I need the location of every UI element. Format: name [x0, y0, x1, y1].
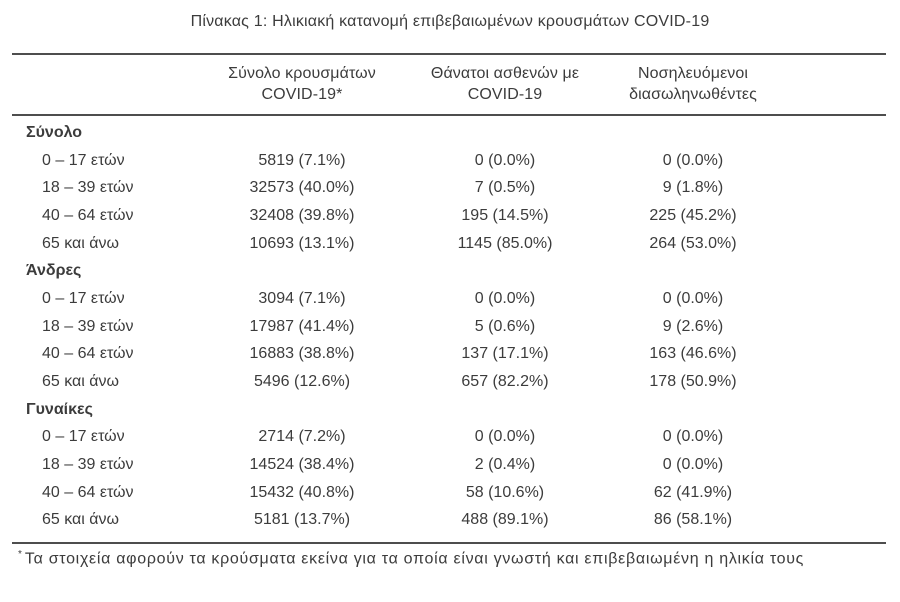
header-deaths-line1: Θάνατοι ασθενών με: [430, 65, 580, 82]
intubated-value: 0 (0.0%): [662, 289, 724, 307]
table-row: 0 – 17 ετών 3094 (7.1%) 0 (0.0%) 0 (0.0%…: [12, 285, 886, 313]
deaths-value: 0 (0.0%): [474, 428, 536, 446]
cases-value: 32408 (39.8%): [249, 206, 355, 224]
table-footnote: * Τα στοιχεία αφορούν τα κρούσματα εκείνα…: [12, 544, 886, 568]
cases-value: 3094 (7.1%): [258, 289, 346, 307]
deaths-value: 7 (0.5%): [474, 179, 536, 197]
header-bottom-rule: [12, 114, 886, 116]
header-total-cases-line1: Σύνολο κρουσμάτων: [228, 65, 376, 82]
deaths-value: 195 (14.5%): [461, 206, 549, 224]
age-group-label: 65 και άνω: [42, 511, 120, 529]
deaths-value: 58 (10.6%): [465, 483, 545, 501]
age-group-label: 0 – 17 ετών: [42, 428, 125, 446]
table-row: 18 – 39 ετών 17987 (41.4%) 5 (0.6%) 9 (2…: [12, 313, 886, 341]
table-body: Σύνολο 0 – 17 ετών 5819 (7.1%) 0 (0.0%) …: [12, 116, 886, 537]
deaths-value: 2 (0.4%): [474, 456, 536, 474]
cases-value: 5181 (13.7%): [253, 511, 351, 529]
intubated-value: 178 (50.9%): [649, 373, 737, 391]
deaths-value: 0 (0.0%): [474, 289, 536, 307]
cases-value: 5819 (7.1%): [258, 151, 346, 169]
cases-value: 17987 (41.4%): [249, 317, 355, 335]
footnote-text: Τα στοιχεία αφορούν τα κρούσματα εκείνα …: [24, 550, 805, 568]
age-group-label: 40 – 64 ετών: [42, 206, 134, 224]
table-row: 0 – 17 ετών 2714 (7.2%) 0 (0.0%) 0 (0.0%…: [12, 424, 886, 452]
intubated-value: 0 (0.0%): [662, 151, 724, 169]
intubated-value: 264 (53.0%): [649, 234, 737, 252]
table-bottom-rule: [12, 542, 886, 545]
cases-value: 16883 (38.8%): [249, 345, 355, 363]
header-intubated-line2: διασωληνωθέντες: [629, 86, 757, 103]
table-row: 40 – 64 ετών 32408 (39.8%) 195 (14.5%) 2…: [12, 202, 886, 230]
section-row-total: Σύνολο: [12, 119, 886, 147]
table-row: 40 – 64 ετών 15432 (40.8%) 58 (10.6%) 62…: [12, 479, 886, 507]
section-row-men: Άνδρες: [12, 257, 886, 285]
table-row: 40 – 64 ετών 16883 (38.8%) 137 (17.1%) 1…: [12, 341, 886, 369]
footnote-section: * Τα στοιχεία αφορούν τα κρούσματα εκείνα…: [12, 542, 886, 568]
age-group-label: 18 – 39 ετών: [42, 179, 134, 197]
header-total-cases-line2: COVID-19*: [261, 86, 343, 103]
section-label: Άνδρες: [26, 262, 82, 280]
age-group-label: 0 – 17 ετών: [42, 151, 125, 169]
deaths-value: 5 (0.6%): [474, 317, 536, 335]
footnote-asterisk: *: [18, 549, 22, 561]
deaths-value: 1145 (85.0%): [457, 234, 553, 252]
age-group-label: 18 – 39 ετών: [42, 456, 134, 474]
age-group-label: 40 – 64 ετών: [42, 483, 134, 501]
age-group-label: 0 – 17 ετών: [42, 289, 125, 307]
deaths-value: 657 (82.2%): [461, 373, 549, 391]
deaths-value: 137 (17.1%): [461, 345, 549, 363]
cases-value: 10693 (13.1%): [249, 234, 355, 252]
cases-value: 15432 (40.8%): [249, 483, 355, 501]
intubated-value: 0 (0.0%): [662, 428, 724, 446]
table-top-rule: [12, 53, 886, 55]
section-label: Σύνολο: [26, 123, 83, 141]
header-total-cases: Σύνολο κρουσμάτων COVID-19*: [212, 63, 392, 105]
age-group-label: 65 και άνω: [42, 373, 120, 391]
cases-value: 32573 (40.0%): [249, 179, 355, 197]
intubated-value: 0 (0.0%): [662, 456, 724, 474]
intubated-value: 225 (45.2%): [649, 206, 737, 224]
header-intubated: Νοσηλευόμενοι διασωληνωθέντες: [618, 63, 768, 105]
section-label: Γυναίκες: [26, 400, 93, 418]
header-deaths-line2: COVID-19: [467, 86, 543, 103]
intubated-value: 62 (41.9%): [653, 483, 733, 501]
table-header-row: Σύνολο κρουσμάτων COVID-19* Θάνατοι ασθε…: [12, 55, 886, 114]
cases-value: 5496 (12.6%): [253, 373, 351, 391]
header-intubated-line1: Νοσηλευόμενοι: [637, 65, 749, 82]
intubated-value: 9 (2.6%): [662, 317, 724, 335]
age-group-label: 40 – 64 ετών: [42, 345, 134, 363]
age-group-label: 65 και άνω: [42, 234, 120, 252]
age-group-label: 18 – 39 ετών: [42, 317, 134, 335]
intubated-value: 86 (58.1%): [653, 511, 733, 529]
intubated-value: 163 (46.6%): [649, 345, 737, 363]
table-row: 0 – 17 ετών 5819 (7.1%) 0 (0.0%) 0 (0.0%…: [12, 147, 886, 175]
table-row: 65 και άνω 5181 (13.7%) 488 (89.1%) 86 (…: [12, 507, 886, 535]
table-row: 65 και άνω 10693 (13.1%) 1145 (85.0%) 26…: [12, 230, 886, 258]
table-row: 65 και άνω 5496 (12.6%) 657 (82.2%) 178 …: [12, 368, 886, 396]
table-caption: Πίνακας 1: Ηλικιακή κατανομή επιβεβαιωμέ…: [190, 13, 710, 30]
deaths-value: 0 (0.0%): [474, 151, 536, 169]
cases-value: 2714 (7.2%): [258, 428, 346, 446]
header-deaths: Θάνατοι ασθενών με COVID-19: [392, 63, 618, 105]
section-row-women: Γυναίκες: [12, 396, 886, 424]
deaths-value: 488 (89.1%): [461, 511, 549, 529]
intubated-value: 9 (1.8%): [662, 179, 724, 197]
cases-value: 14524 (38.4%): [249, 456, 355, 474]
table-row: 18 – 39 ετών 32573 (40.0%) 7 (0.5%) 9 (1…: [12, 174, 886, 202]
covid-age-table: Σύνολο κρουσμάτων COVID-19* Θάνατοι ασθε…: [12, 53, 886, 537]
table-row: 18 – 39 ετών 14524 (38.4%) 2 (0.4%) 0 (0…: [12, 451, 886, 479]
